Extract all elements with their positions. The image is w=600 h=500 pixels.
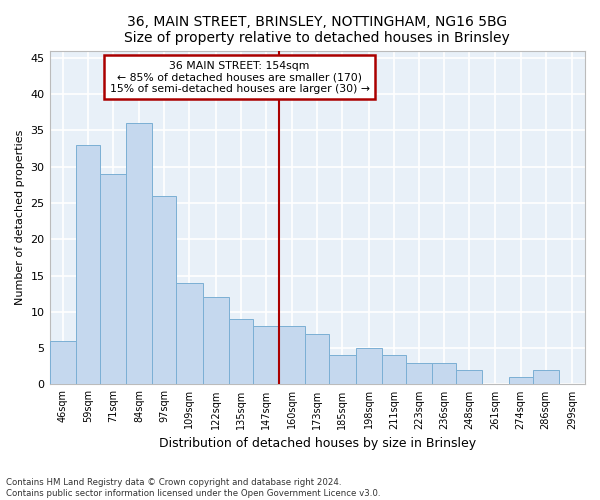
Bar (76, 145, 100, 384)
Bar (509, 377, 533, 384)
Bar (382, 356, 406, 384)
X-axis label: Distribution of detached houses by size in Brinsley: Distribution of detached houses by size … (159, 437, 476, 450)
Bar (253, 326, 279, 384)
Bar (533, 370, 559, 384)
Bar (432, 362, 456, 384)
Bar (50, 341, 76, 384)
Bar (229, 319, 253, 384)
Y-axis label: Number of detached properties: Number of detached properties (15, 130, 25, 305)
Bar (406, 362, 432, 384)
Bar (279, 326, 305, 384)
Bar (356, 348, 382, 385)
Text: 36 MAIN STREET: 154sqm
← 85% of detached houses are smaller (170)
15% of semi-de: 36 MAIN STREET: 154sqm ← 85% of detached… (110, 60, 370, 94)
Bar (176, 283, 203, 384)
Title: 36, MAIN STREET, BRINSLEY, NOTTINGHAM, NG16 5BG
Size of property relative to det: 36, MAIN STREET, BRINSLEY, NOTTINGHAM, N… (124, 15, 510, 45)
Bar (100, 174, 126, 384)
Bar (329, 356, 356, 384)
Bar (305, 334, 329, 384)
Text: Contains HM Land Registry data © Crown copyright and database right 2024.
Contai: Contains HM Land Registry data © Crown c… (6, 478, 380, 498)
Bar (152, 196, 176, 384)
Bar (203, 298, 229, 384)
Bar (126, 123, 152, 384)
Bar (456, 370, 482, 384)
